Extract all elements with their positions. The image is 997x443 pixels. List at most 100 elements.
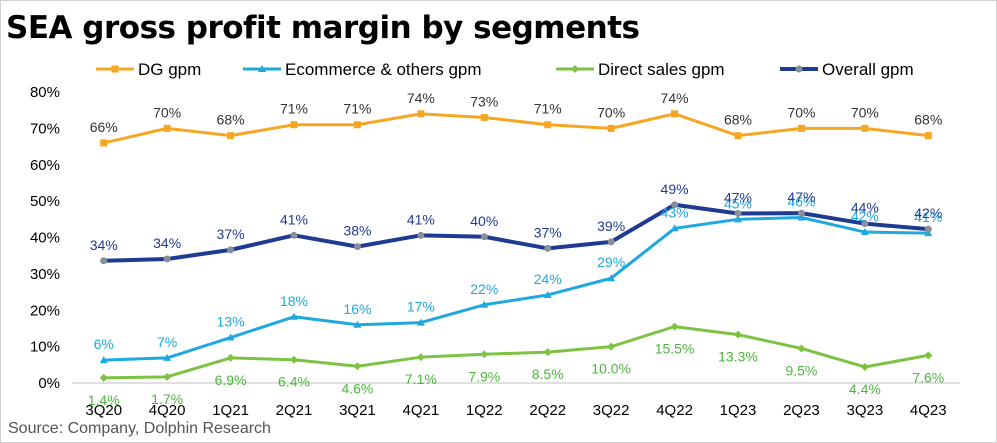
data-point	[861, 220, 869, 228]
data-label: 8.5%	[532, 366, 564, 382]
data-label: 6%	[94, 336, 114, 352]
data-point	[861, 124, 869, 132]
data-point	[227, 132, 235, 140]
data-point	[226, 333, 235, 341]
y-tick-label: 50%	[30, 193, 60, 210]
data-point	[860, 362, 869, 371]
data-point	[163, 372, 172, 381]
data-label: 68%	[914, 112, 942, 128]
y-tick-label: 40%	[30, 230, 60, 247]
data-label: 34%	[153, 235, 181, 251]
data-point	[924, 225, 932, 233]
legend-label: DG gpm	[138, 60, 201, 79]
series-layer	[99, 110, 933, 382]
x-tick-label: 4Q23	[910, 402, 947, 419]
data-label: 15.5%	[655, 341, 695, 357]
data-point	[607, 274, 616, 282]
data-point	[543, 348, 552, 357]
data-point	[734, 330, 742, 339]
data-label: 70%	[851, 104, 879, 120]
series-line	[103, 325, 929, 380]
chart-legend: DG gpm Ecommerce & others gpm Direct sales…	[96, 60, 914, 79]
data-label: 7.9%	[468, 368, 500, 384]
data-label: 73%	[470, 93, 498, 109]
data-label: 41%	[407, 211, 435, 227]
x-tick-label: 3Q21	[339, 402, 376, 419]
legend-item: Direct sales gpm	[556, 60, 725, 79]
data-point	[99, 356, 108, 364]
data-label: 6.4%	[278, 374, 310, 390]
data-label: 70%	[597, 104, 625, 120]
data-label: 39%	[597, 218, 625, 234]
data-label: 37%	[534, 224, 562, 240]
data-label: 45%	[724, 195, 752, 211]
data-point	[795, 65, 803, 73]
legend-item: DG gpm	[96, 60, 201, 79]
data-label: 70%	[787, 104, 815, 120]
data-label: 22%	[470, 281, 498, 297]
data-label: 38%	[343, 223, 371, 239]
data-point	[544, 244, 552, 252]
data-label: 24%	[534, 271, 562, 287]
data-label: 37%	[217, 226, 245, 242]
data-point	[417, 231, 425, 239]
data-point	[226, 353, 235, 362]
data-point	[924, 351, 933, 360]
x-tick-label: 3Q22	[593, 402, 630, 419]
data-label: 66%	[90, 119, 118, 135]
data-label: 42%	[851, 208, 879, 224]
data-point	[99, 373, 108, 382]
data-label: 71%	[534, 101, 562, 117]
data-point	[353, 320, 362, 328]
data-point	[480, 300, 489, 308]
data-label: 47%	[787, 189, 815, 205]
data-point	[163, 353, 172, 361]
data-label: 44%	[851, 200, 879, 216]
y-tick-label: 30%	[30, 266, 60, 283]
data-label: 29%	[597, 254, 625, 270]
data-point	[544, 121, 552, 129]
data-point	[797, 124, 805, 132]
data-point	[416, 318, 425, 326]
x-tick-label: 3Q20	[85, 402, 122, 419]
data-point	[480, 350, 489, 359]
data-label: 1.7%	[151, 391, 183, 407]
series-line	[103, 202, 929, 263]
data-label: 4.6%	[341, 380, 373, 396]
x-tick-label: 1Q23	[720, 402, 757, 419]
data-label: 40%	[470, 213, 498, 229]
series-direct-sales-gpm	[99, 322, 933, 382]
y-tick-label: 80%	[30, 84, 60, 101]
data-point	[543, 290, 552, 298]
data-point	[416, 353, 425, 362]
y-tick-label: 60%	[30, 157, 60, 174]
data-label: 13%	[217, 314, 245, 330]
data-point	[480, 233, 488, 241]
data-point	[258, 65, 266, 72]
series-ecommerce-others-gpm	[99, 213, 933, 364]
data-point	[671, 110, 679, 118]
x-tick-label: 1Q22	[466, 402, 503, 419]
data-point	[571, 65, 579, 73]
data-label: 34%	[90, 237, 118, 253]
data-labels: 66% 70% 68% 71% 71% 74% 73% 71% 70% 74% 68% 70% 70% 6…	[88, 90, 944, 408]
data-point	[353, 121, 361, 129]
data-point	[734, 132, 742, 140]
data-label: 41%	[914, 209, 942, 225]
data-point	[670, 224, 679, 232]
data-label: 43%	[661, 204, 689, 220]
data-label: 49%	[661, 181, 689, 197]
data-point	[480, 113, 488, 121]
x-tick-label: 4Q21	[403, 402, 440, 419]
data-point	[100, 139, 108, 147]
y-tick-label: 70%	[30, 120, 60, 137]
data-label: 10.0%	[591, 361, 631, 377]
data-point	[290, 355, 298, 364]
data-point	[607, 342, 616, 351]
data-point	[734, 215, 742, 223]
chart-title: SEA gross profit margin by segments	[6, 10, 640, 46]
data-label: 70%	[153, 104, 181, 120]
data-point	[797, 213, 806, 221]
data-point	[353, 243, 361, 251]
